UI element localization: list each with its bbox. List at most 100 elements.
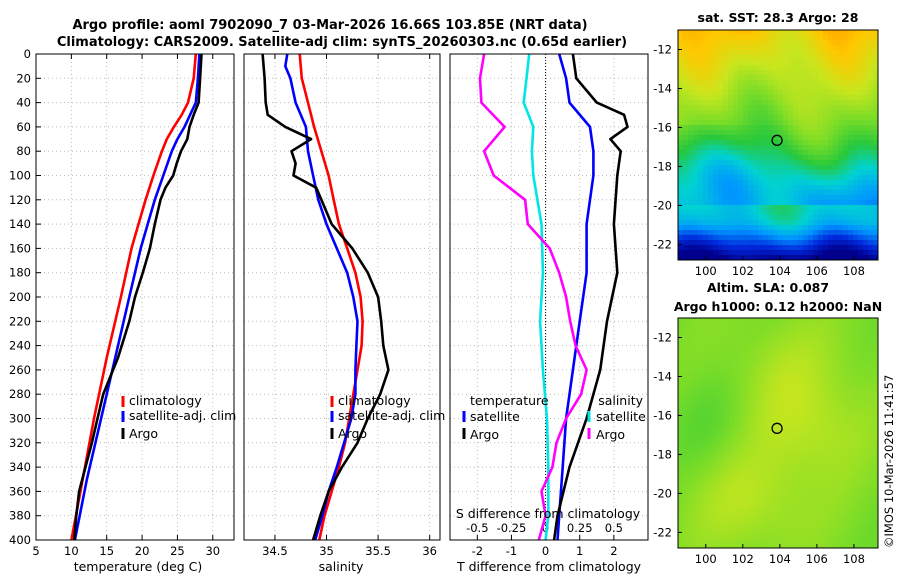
heatmap-cell: [850, 546, 855, 549]
heatmap-cell: [858, 205, 864, 211]
heatmap-cell: [848, 200, 854, 206]
heatmap-cell: [838, 220, 844, 226]
heatmap-cell: [774, 466, 779, 471]
heatmap-cell: [810, 546, 815, 549]
heatmap-cell: [842, 414, 847, 419]
heatmap-cell: [682, 402, 687, 407]
heatmap-cell: [698, 494, 703, 499]
heatmap-cell: [848, 105, 854, 111]
heatmap-cell: [723, 55, 729, 61]
heatmap-cell: [753, 60, 759, 66]
heatmap-cell: [782, 322, 787, 327]
heatmap-cell: [722, 386, 727, 391]
heatmap-cell: [782, 378, 787, 383]
heatmap-cell: [834, 454, 839, 459]
heatmap-cell: [730, 518, 735, 523]
legend-argo-label: Argo: [129, 426, 158, 441]
heatmap-cell: [794, 466, 799, 471]
heatmap-cell: [698, 446, 703, 451]
heatmap-cell: [770, 394, 775, 399]
heatmap-cell: [723, 50, 729, 56]
heatmap-cell: [808, 115, 814, 121]
heatmap-cell: [703, 95, 709, 101]
heatmap-cell: [706, 470, 711, 475]
heatmap-cell: [683, 135, 689, 141]
heatmap-cell: [693, 70, 699, 76]
heatmap-cell: [846, 378, 851, 383]
heatmap-cell: [693, 130, 699, 136]
legend-temperature-title: temperature: [470, 393, 549, 408]
heatmap-cell: [830, 342, 835, 347]
heatmap-cell: [694, 486, 699, 491]
heatmap-cell: [848, 160, 854, 166]
heatmap-cell: [750, 418, 755, 423]
heatmap-cell: [842, 462, 847, 467]
heatmap-cell: [793, 125, 799, 131]
heatmap-cell: [698, 240, 704, 246]
heatmap-cell: [693, 240, 699, 246]
heatmap-cell: [734, 338, 739, 343]
heatmap-cell: [754, 318, 759, 323]
heatmap-cell: [870, 418, 875, 423]
heatmap-cell: [786, 334, 791, 339]
heatmap-cell: [874, 486, 879, 491]
heatmap-cell: [688, 240, 694, 246]
heatmap-cell: [682, 442, 687, 447]
heatmap-cell: [762, 478, 767, 483]
heatmap-cell: [838, 346, 843, 351]
heatmap-cell: [728, 170, 734, 176]
heatmap-cell: [768, 115, 774, 121]
heatmap-cell: [770, 522, 775, 527]
heatmap-cell: [690, 406, 695, 411]
heatmap-cell: [814, 538, 819, 543]
heatmap-cell: [694, 406, 699, 411]
heatmap-cell: [834, 434, 839, 439]
heatmap-cell: [738, 442, 743, 447]
heatmap-cell: [710, 498, 715, 503]
heatmap-cell: [834, 342, 839, 347]
heatmap-cell: [702, 386, 707, 391]
heatmap-cell: [770, 378, 775, 383]
heatmap-cell: [822, 450, 827, 455]
heatmap-cell: [838, 358, 843, 363]
heatmap-cell: [802, 534, 807, 539]
heatmap-cell: [682, 438, 687, 443]
heatmap-cell: [688, 90, 694, 96]
heatmap-cell: [723, 205, 729, 211]
heatmap-cell: [726, 346, 731, 351]
heatmap-cell: [763, 45, 769, 51]
heatmap-cell: [874, 502, 879, 507]
heatmap-cell: [802, 418, 807, 423]
heatmap-cell: [806, 386, 811, 391]
heatmap-cell: [826, 406, 831, 411]
heatmap-cell: [690, 438, 695, 443]
heatmap-cell: [688, 200, 694, 206]
heatmap-cell: [734, 326, 739, 331]
heatmap-cell: [788, 225, 794, 231]
heatmap-cell: [758, 542, 763, 547]
x-tick-label: 5: [32, 544, 39, 558]
heatmap-cell: [770, 422, 775, 427]
heatmap-cell: [763, 50, 769, 56]
heatmap-cell: [733, 165, 739, 171]
heatmap-cell: [830, 374, 835, 379]
heatmap-cell: [813, 215, 819, 221]
heatmap-cell: [850, 406, 855, 411]
heatmap-cell: [783, 110, 789, 116]
heatmap-cell: [788, 230, 794, 236]
heatmap-cell: [818, 522, 823, 527]
heatmap-cell: [722, 482, 727, 487]
heatmap-cell: [810, 414, 815, 419]
heatmap-cell: [718, 318, 723, 323]
heatmap-cell: [870, 362, 875, 367]
heatmap-cell: [810, 470, 815, 475]
heatmap-cell: [774, 390, 779, 395]
heatmap-cell: [702, 522, 707, 527]
heatmap-cell: [778, 518, 783, 523]
legend-climatology-label: climatology: [338, 393, 411, 408]
heatmap-cell: [858, 165, 864, 171]
heatmap-cell: [743, 115, 749, 121]
heatmap-cell: [718, 65, 724, 71]
heatmap-cell: [818, 60, 824, 66]
heatmap-cell: [854, 330, 859, 335]
